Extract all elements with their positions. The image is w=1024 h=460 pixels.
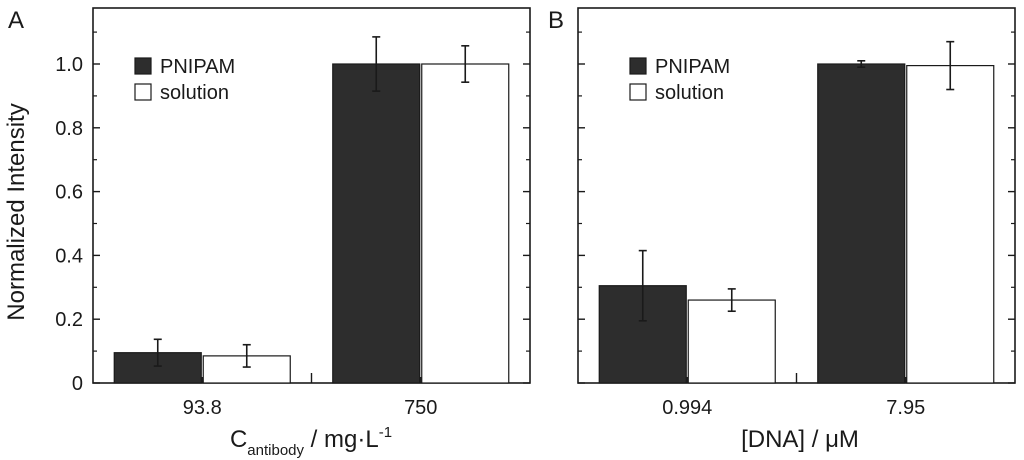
panel-b-error-bars [638, 40, 955, 322]
panel-a-x-tick-label: 750 [404, 397, 437, 419]
panel-a-x-title-sup: -1 [379, 424, 392, 441]
y-axis-title: Normalized Intensity [3, 103, 30, 320]
panel-b-bar-pnipam-1 [817, 63, 906, 384]
panel-a-x-title-sub: antibody [247, 442, 304, 459]
panel-b-bar-solution-1 [906, 64, 995, 384]
panel-b-bar-solution-0 [687, 299, 776, 384]
panel-a: A 0 0.2 0.4 0.6 0.8 1.0 93.8 750 PNIPAM soluti… [8, 7, 531, 459]
panel-b-x-tick-label: 0.994 [662, 397, 712, 419]
panel-b: B 0.994 7.95 PNIPAM solution [DNA] / μM [548, 7, 1016, 453]
panel-a-label: A [8, 7, 24, 34]
panel-a-y-tick-label: 0.8 [55, 118, 83, 140]
panel-a-legend-pnipam-label: PNIPAM [160, 56, 235, 78]
panel-a-y-tick-label: 0.4 [55, 245, 83, 267]
panel-a-y-tick-label: 0.6 [55, 182, 83, 204]
panel-a-x-axis-title: Cantibody / mg·L-1 [230, 424, 392, 459]
panel-a-y-tick-label: 0.2 [55, 309, 83, 331]
panel-a-y-tick-label: 1.0 [55, 54, 83, 76]
panel-a-x-title-main: C [230, 426, 247, 453]
panel-a-bar-pnipam-1 [332, 63, 421, 384]
panel-b-legend-pnipam-label: PNIPAM [655, 56, 730, 78]
panel-a-x-tick-label: 93.8 [183, 397, 222, 419]
panel-b-legend-pnipam-swatch [629, 57, 647, 75]
panel-a-bars [113, 63, 510, 384]
panel-b-label: B [548, 7, 564, 34]
panel-a-legend-solution-label: solution [160, 82, 229, 104]
panel-b-x-tick-label: 7.95 [886, 397, 925, 419]
panel-b-x-ticks: 0.994 7.95 [662, 373, 925, 419]
panel-b-x-axis-title: [DNA] / μM [741, 426, 859, 453]
panel-a-legend-pnipam-swatch [134, 57, 152, 75]
panel-a-legend-solution-swatch [134, 83, 152, 101]
panel-b-legend-solution-swatch [629, 83, 647, 101]
panel-a-bar-solution-1 [421, 63, 510, 384]
panel-a-y-ticks: 0 0.2 0.4 0.6 0.8 1.0 [55, 31, 530, 395]
panel-b-y-ticks [578, 31, 1015, 384]
panel-b-bars [598, 63, 995, 384]
panel-a-error-bars [153, 36, 470, 368]
panel-b-legend-solution-label: solution [655, 82, 724, 104]
panel-a-x-ticks: 93.8 750 [183, 373, 437, 419]
panel-a-y-tick-label: 0 [72, 373, 83, 395]
panel-a-x-title-unit: / mg·L [304, 426, 379, 453]
